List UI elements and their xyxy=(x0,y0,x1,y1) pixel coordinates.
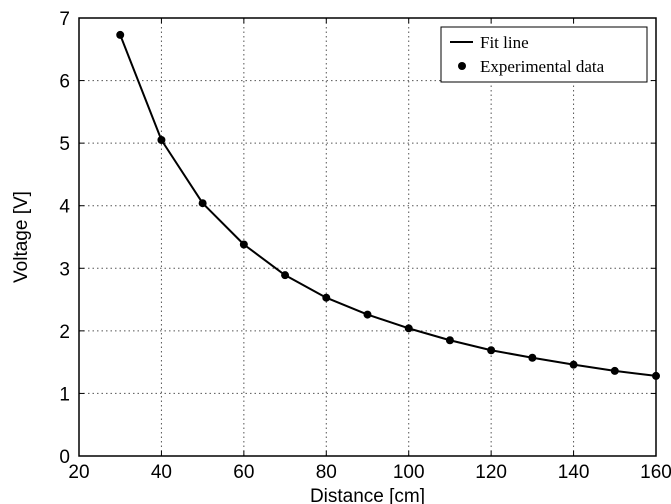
series-layer xyxy=(116,30,660,380)
grid-layer xyxy=(79,18,656,456)
data-point xyxy=(652,371,660,380)
data-point xyxy=(610,366,619,375)
data-point xyxy=(281,271,290,280)
data-point xyxy=(322,293,331,302)
y-tick-label: 6 xyxy=(59,72,70,93)
x-tick-label: 160 xyxy=(640,462,671,483)
y-tick-label: 2 xyxy=(59,322,70,343)
x-tick-label: 120 xyxy=(475,462,507,483)
data-point xyxy=(239,240,248,249)
x-axis-title: Distance [cm] xyxy=(310,486,425,504)
x-tick-label: 100 xyxy=(393,462,425,483)
legend-box xyxy=(440,26,648,83)
x-tick-label: 140 xyxy=(558,462,590,483)
x-tick-label: 80 xyxy=(316,462,337,483)
x-tick-label: 40 xyxy=(151,462,172,483)
legend-label-experimental-data: Experimental data xyxy=(480,57,605,76)
data-point xyxy=(363,310,372,319)
plot-area-frame xyxy=(78,17,657,457)
legend-label-fit-line: Fit line xyxy=(480,33,529,52)
data-point xyxy=(116,30,125,39)
legend: Fit line Experimental data xyxy=(440,26,648,83)
y-axis-title: Voltage [V] xyxy=(11,191,32,283)
data-point xyxy=(157,136,166,145)
y-tick-label: 1 xyxy=(59,384,70,405)
y-tick-label: 7 xyxy=(59,9,70,30)
data-point xyxy=(404,324,413,333)
fit-line-series xyxy=(119,34,657,377)
data-point xyxy=(445,336,454,345)
ticks-layer: 20 40 60 80 100 120 140 160 0 1 2 3 4 5 6 7 xyxy=(59,9,671,483)
y-tick-label: 0 xyxy=(59,447,70,468)
x-tick-label: 20 xyxy=(68,462,89,483)
legend-experimental-marker-sample xyxy=(458,62,466,70)
data-point xyxy=(487,346,496,355)
y-tick-label: 3 xyxy=(59,259,70,280)
data-point xyxy=(528,353,537,362)
x-tick-label: 60 xyxy=(233,462,254,483)
data-point xyxy=(198,199,207,208)
y-tick-label: 5 xyxy=(59,134,70,155)
data-point xyxy=(569,360,578,369)
y-tick-label: 4 xyxy=(59,197,70,218)
